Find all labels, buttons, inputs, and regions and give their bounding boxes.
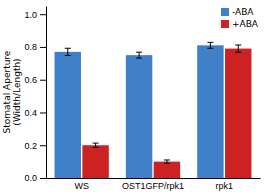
y-tick-mark bbox=[40, 145, 46, 146]
bar bbox=[197, 45, 223, 178]
bar bbox=[82, 145, 108, 178]
error-bar-line bbox=[238, 45, 239, 52]
series bbox=[82, 45, 251, 178]
error-bar-cap bbox=[235, 52, 241, 53]
y-tick: 0.4 bbox=[24, 108, 46, 118]
x-tick: OST1GFP/rpk1 bbox=[122, 181, 184, 191]
error-bar bbox=[207, 42, 213, 48]
y-tick-mark bbox=[40, 80, 46, 81]
y-tick: 1.0 bbox=[24, 10, 46, 20]
error-bar bbox=[93, 143, 99, 147]
error-bar-cap bbox=[164, 163, 170, 164]
bar bbox=[126, 55, 152, 178]
y-tick-label: 0.0 bbox=[24, 173, 37, 183]
legend-label: +ABA bbox=[232, 19, 259, 29]
y-tick: 0.6 bbox=[24, 75, 46, 85]
legend-swatch bbox=[221, 8, 229, 16]
x-tick-label: rpk1 bbox=[216, 181, 234, 191]
legend-label: -ABA bbox=[232, 7, 254, 17]
y-tick-mark bbox=[40, 112, 46, 113]
bar bbox=[55, 52, 81, 178]
error-bar-line bbox=[67, 48, 68, 55]
plot-area bbox=[55, 42, 252, 178]
y-axis-title-line: Stomatal Aperture bbox=[2, 50, 12, 133]
error-bar-line bbox=[95, 143, 96, 147]
y-tick: 0.2 bbox=[24, 141, 46, 151]
legend-swatch bbox=[221, 20, 229, 28]
x-axis: WS OST1GFP/rpk1 rpk1 bbox=[47, 179, 261, 192]
legend-item: +ABA bbox=[221, 19, 259, 29]
y-axis-line bbox=[46, 7, 47, 179]
y-axis: 0.0 0.2 0.4 0.6 0.8 1.0 bbox=[24, 7, 46, 184]
y-axis-title-line: (Width/Length) bbox=[12, 58, 22, 125]
error-bar-line bbox=[139, 52, 140, 58]
legend-item: -ABA bbox=[221, 7, 254, 17]
y-tick-label: 0.4 bbox=[24, 108, 37, 118]
bar bbox=[154, 162, 180, 178]
error-bar bbox=[164, 160, 170, 163]
error-bar-cap bbox=[235, 44, 241, 45]
error-bar-cap bbox=[65, 48, 71, 49]
series bbox=[55, 42, 224, 178]
x-tick-label: OST1GFP/rpk1 bbox=[122, 181, 184, 191]
y-tick-mark bbox=[40, 178, 46, 179]
error-bar-cap bbox=[164, 159, 170, 160]
error-bar-cap bbox=[93, 147, 99, 148]
y-tick: 0.0 bbox=[24, 173, 46, 183]
y-tick-mark bbox=[40, 47, 46, 48]
y-tick-label: 0.2 bbox=[24, 141, 37, 151]
error-bar-cap bbox=[93, 143, 99, 144]
legend: -ABA +ABA bbox=[221, 7, 259, 29]
error-bar bbox=[65, 48, 71, 55]
x-tick-label: WS bbox=[74, 181, 89, 191]
error-bar-cap bbox=[65, 55, 71, 56]
error-bar-cap bbox=[136, 58, 142, 59]
bar bbox=[225, 49, 251, 178]
y-axis-title: Stomatal Aperture(Width/Length) bbox=[2, 50, 22, 133]
y-tick-label: 0.8 bbox=[24, 42, 37, 52]
chart: 0.0 0.2 0.4 0.6 0.8 1.0 WS OST1GFP/rpk1 rpk1 Stom… bbox=[0, 0, 266, 196]
error-bar-line bbox=[210, 42, 211, 48]
x-tick: WS bbox=[74, 181, 89, 191]
error-bar bbox=[235, 45, 241, 52]
x-tick: rpk1 bbox=[216, 181, 234, 191]
x-axis-line bbox=[47, 178, 261, 179]
error-bar-cap bbox=[207, 48, 213, 49]
y-tick-mark bbox=[40, 14, 46, 15]
error-bar-cap bbox=[207, 42, 213, 43]
y-tick: 0.8 bbox=[24, 42, 46, 52]
error-bar-cap bbox=[136, 52, 142, 53]
error-bar bbox=[136, 52, 142, 58]
y-tick-label: 0.6 bbox=[24, 75, 37, 85]
y-tick-label: 1.0 bbox=[24, 10, 37, 20]
